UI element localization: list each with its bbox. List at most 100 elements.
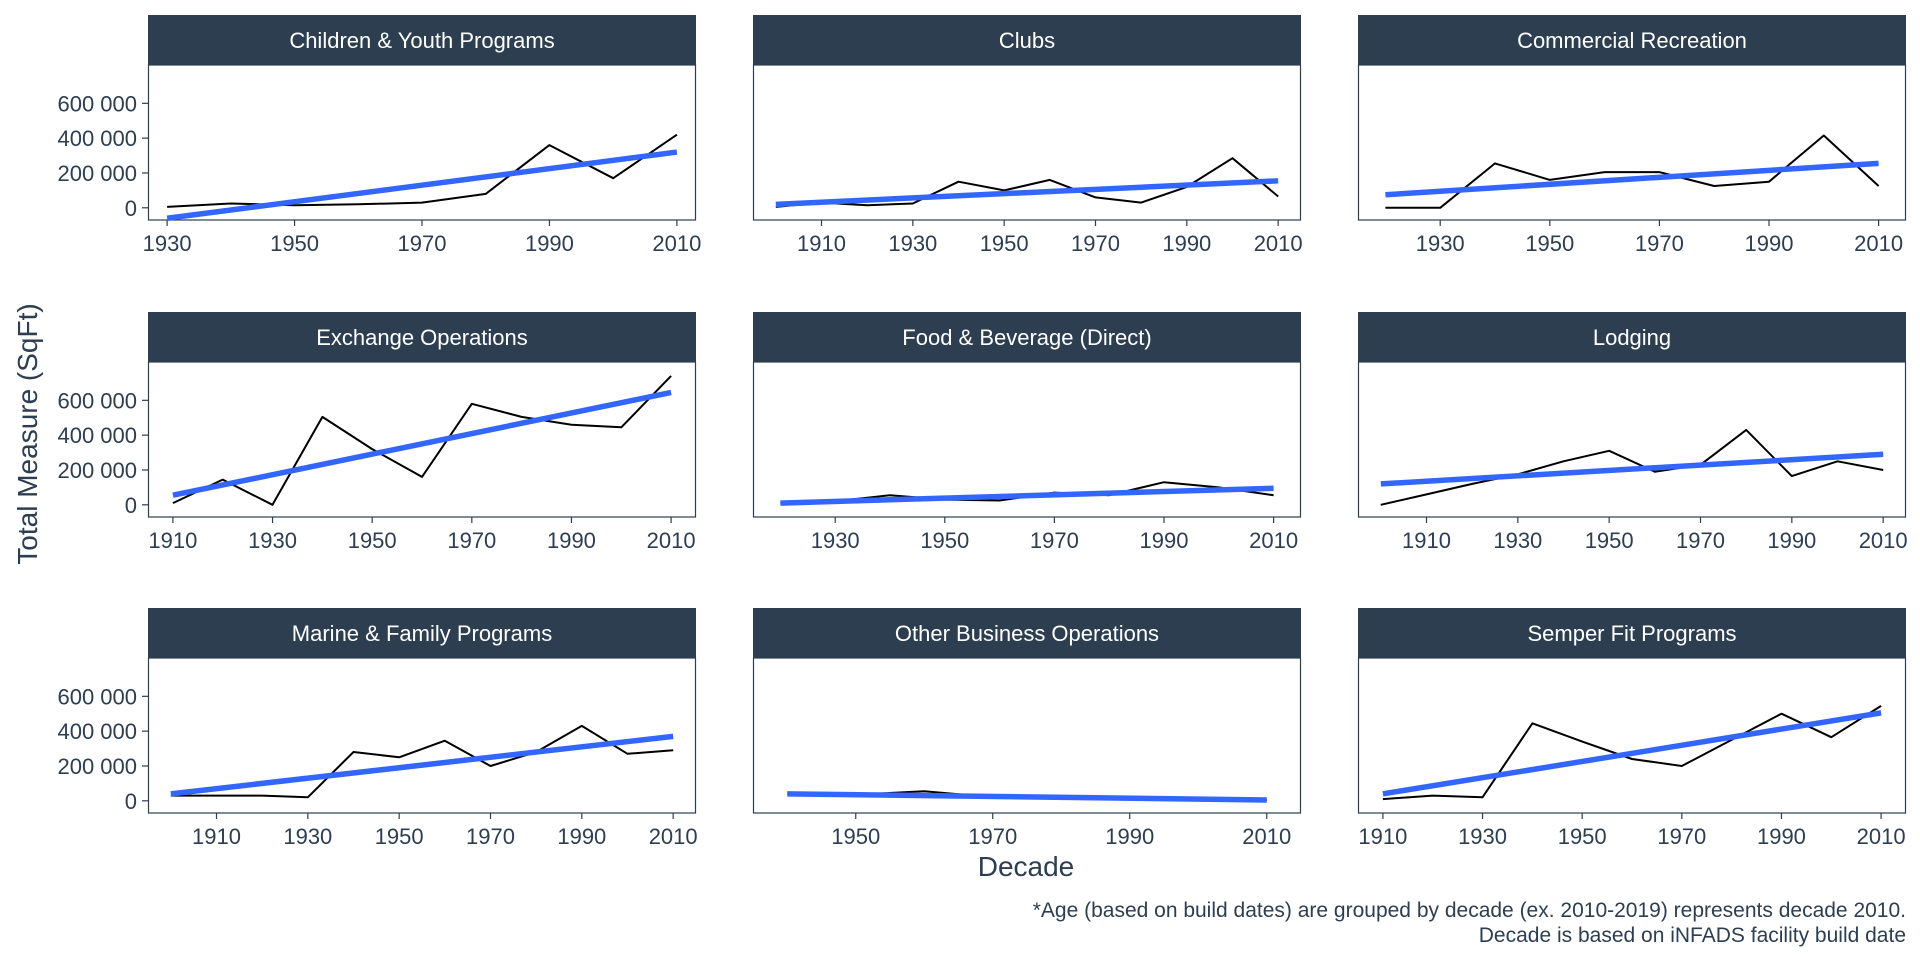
x-tick-label: 1930 bbox=[283, 824, 332, 849]
trend-line bbox=[166, 149, 678, 221]
x-tick-label: 1930 bbox=[248, 528, 297, 553]
y-tick-label: 200 000 bbox=[57, 754, 137, 779]
panel-title: Marine & Family Programs bbox=[292, 621, 552, 646]
plot-area bbox=[147, 361, 697, 518]
x-tick-label: 1970 bbox=[1030, 528, 1079, 553]
x-tick-label: 2010 bbox=[1254, 231, 1303, 256]
x-tick-label: 1990 bbox=[1767, 528, 1816, 553]
x-tick-label: 1910 bbox=[1402, 528, 1451, 553]
panel-title: Clubs bbox=[999, 28, 1055, 53]
series-line bbox=[172, 375, 672, 506]
y-tick-label: 200 000 bbox=[57, 458, 137, 483]
trend-line bbox=[787, 791, 1267, 803]
y-tick-label: 400 000 bbox=[57, 126, 137, 151]
panel-commercial-recreation: Commercial Recreation 1930 1950 1970 1990 201… bbox=[1357, 15, 1907, 256]
plot-area bbox=[1357, 361, 1907, 518]
series-line bbox=[170, 724, 674, 799]
x-tick-label: 1990 bbox=[557, 824, 606, 849]
panel-title: Children & Youth Programs bbox=[289, 28, 554, 53]
panel-strip bbox=[753, 15, 1301, 65]
panel-strip bbox=[148, 608, 696, 658]
x-tick-label: 1950 bbox=[1558, 824, 1607, 849]
x-tick-label: 1950 bbox=[270, 231, 319, 256]
trend-line bbox=[775, 178, 1279, 208]
series-line bbox=[1380, 428, 1884, 506]
panel-strip bbox=[1358, 608, 1906, 658]
panel-strip bbox=[1358, 15, 1906, 65]
x-tick-label: 1990 bbox=[525, 231, 574, 256]
panel-title: Exchange Operations bbox=[316, 325, 528, 350]
panel-title: Food & Beverage (Direct) bbox=[902, 325, 1151, 350]
caption-line-2: Decade is based on iNFADS facility build… bbox=[1479, 924, 1906, 947]
caption-line-1: *Age (based on build dates) are grouped … bbox=[1033, 899, 1906, 922]
x-tick-label: 1970 bbox=[1657, 824, 1706, 849]
panel-semper-fit-programs: Semper Fit Programs 1910 1930 1950 1970 1990 2… bbox=[1357, 608, 1907, 849]
x-tick-label: 1910 bbox=[1358, 824, 1407, 849]
panel-strip bbox=[148, 312, 696, 362]
panel-strip bbox=[148, 15, 696, 65]
panel-food-beverage-direct: Food & Beverage (Direct) 1930 1950 1970 1990… bbox=[752, 312, 1302, 553]
panel-other-business-operations: Other Business Operations 1950 1970 1990 201… bbox=[752, 608, 1302, 849]
plot-area bbox=[752, 64, 1302, 221]
y-axis-title: Total Measure (SqFt) bbox=[12, 303, 43, 564]
panel-strip bbox=[1358, 312, 1906, 362]
y-tick-label: 0 bbox=[125, 493, 137, 518]
y-tick-label: 600 000 bbox=[57, 684, 137, 709]
x-tick-label: 1930 bbox=[1493, 528, 1542, 553]
panel-title: Semper Fit Programs bbox=[1527, 621, 1736, 646]
panel-clubs: Clubs 1910 1930 1950 1970 1990 2010 bbox=[752, 15, 1303, 256]
panel-lodging: Lodging 1910 1930 1950 1970 1990 2010 bbox=[1357, 312, 1908, 553]
trend-line bbox=[172, 389, 672, 498]
plot-area bbox=[147, 64, 697, 221]
x-tick-label: 2010 bbox=[1859, 528, 1908, 553]
panel-title: Lodging bbox=[1593, 325, 1671, 350]
trend-line bbox=[780, 485, 1274, 506]
y-tick-label: 600 000 bbox=[57, 388, 137, 413]
x-tick-label: 1950 bbox=[1525, 231, 1574, 256]
panel-strip bbox=[753, 608, 1301, 658]
x-tick-label: 1910 bbox=[148, 528, 197, 553]
x-tick-label: 2010 bbox=[1242, 824, 1291, 849]
series-line bbox=[167, 133, 678, 208]
series-line bbox=[1385, 134, 1880, 209]
y-tick-label: 0 bbox=[125, 196, 137, 221]
y-tick-label: 400 000 bbox=[57, 423, 137, 448]
trend-line bbox=[170, 733, 674, 797]
x-tick-label: 1930 bbox=[888, 231, 937, 256]
x-tick-label: 1990 bbox=[1162, 231, 1211, 256]
x-tick-label: 1910 bbox=[797, 231, 846, 256]
x-axis-title: Decade bbox=[978, 851, 1075, 882]
panel-title: Other Business Operations bbox=[895, 621, 1159, 646]
x-tick-label: 2010 bbox=[1854, 231, 1903, 256]
x-tick-label: 2010 bbox=[652, 231, 701, 256]
panels-layer: Children & Youth Programs 0 200 000 400 000… bbox=[57, 15, 1908, 849]
x-tick-label: 2010 bbox=[647, 528, 696, 553]
x-tick-label: 1970 bbox=[1071, 231, 1120, 256]
x-tick-label: 1990 bbox=[1105, 824, 1154, 849]
x-tick-label: 2010 bbox=[1857, 824, 1906, 849]
x-tick-label: 1990 bbox=[1745, 231, 1794, 256]
x-tick-label: 1930 bbox=[1416, 231, 1465, 256]
x-tick-label: 1970 bbox=[466, 824, 515, 849]
x-tick-label: 1990 bbox=[1140, 528, 1189, 553]
trend-line bbox=[1382, 710, 1882, 797]
panel-strip bbox=[753, 312, 1301, 362]
x-tick-label: 1950 bbox=[348, 528, 397, 553]
y-tick-label: 600 000 bbox=[57, 91, 137, 116]
x-tick-label: 1910 bbox=[192, 824, 241, 849]
x-tick-label: 1950 bbox=[831, 824, 880, 849]
x-tick-label: 2010 bbox=[1249, 528, 1298, 553]
series-line bbox=[1382, 705, 1882, 801]
x-tick-label: 1950 bbox=[980, 231, 1029, 256]
x-tick-label: 2010 bbox=[649, 824, 698, 849]
x-tick-label: 1950 bbox=[920, 528, 969, 553]
plot-area bbox=[1357, 64, 1907, 221]
plot-area bbox=[752, 657, 1302, 814]
panel-marine-family-programs: Marine & Family Programs 0 200 000 400 000 6… bbox=[57, 608, 698, 849]
y-tick-label: 400 000 bbox=[57, 719, 137, 744]
y-tick-label: 200 000 bbox=[57, 161, 137, 186]
trend-line bbox=[1385, 160, 1879, 198]
plot-area bbox=[1357, 657, 1907, 814]
panel-title: Commercial Recreation bbox=[1517, 28, 1747, 53]
x-tick-label: 1930 bbox=[143, 231, 192, 256]
